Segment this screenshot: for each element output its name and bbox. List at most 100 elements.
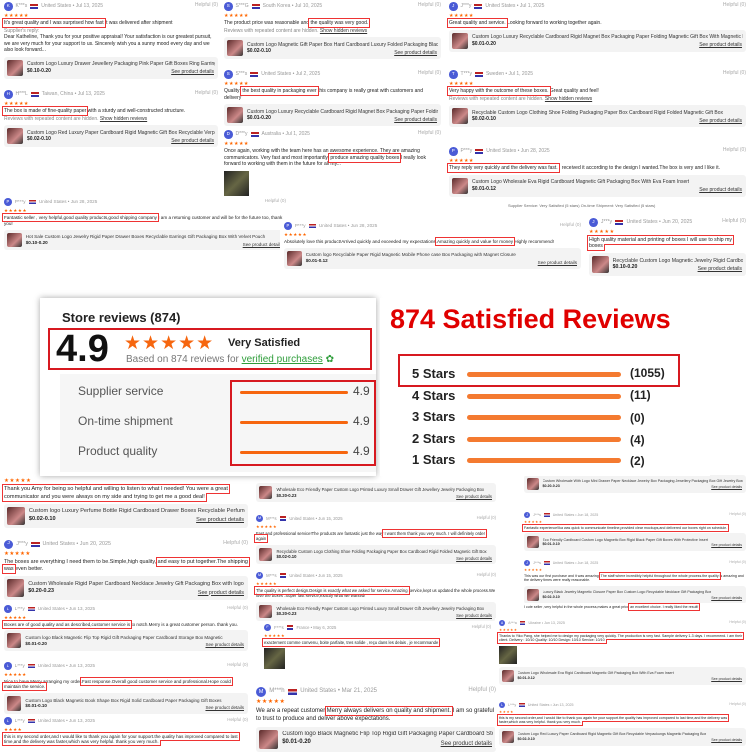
see-product-details-link[interactable]: See product details (711, 596, 742, 600)
see-product-details-link[interactable]: See product details (171, 137, 214, 144)
helpful-button[interactable]: Helpful (0) (264, 198, 286, 203)
helpful-button[interactable]: Helpful (0) (729, 512, 746, 516)
helpful-button[interactable]: Helpful (0) (471, 624, 491, 629)
helpful-button[interactable]: Helpful (0) (223, 540, 248, 546)
helpful-button[interactable]: Helpful (0) (729, 620, 746, 624)
country-flag-icon (615, 219, 624, 226)
helpful-button[interactable]: Helpful (0) (476, 515, 496, 520)
helpful-button[interactable]: Helpful (0) (722, 147, 746, 153)
product-link[interactable]: Custom Logo Luxury Recyclable Cardboard … (449, 29, 746, 52)
see-product-details-link[interactable]: See product details (699, 117, 742, 124)
see-product-details-link[interactable]: See product details (711, 738, 742, 742)
review-stars: ★★★★★ (4, 551, 31, 558)
avatar: M (256, 687, 267, 698)
product-link[interactable]: Wholesale Eco Friendly Paper Custom Logo… (256, 483, 496, 503)
helpful-button[interactable]: Helpful (0) (722, 70, 746, 76)
helpful-button[interactable]: Helpful (0) (722, 2, 746, 8)
see-product-details-link[interactable]: See product details (205, 704, 244, 710)
see-product-details-link[interactable]: See product details (697, 266, 742, 273)
verified-purchases-link[interactable]: verified purchases (241, 354, 323, 365)
country-flag-icon (308, 223, 316, 229)
product-link[interactable]: Custom Logo Wholesale Eva Rigid Cardboar… (499, 667, 746, 685)
review-photo[interactable] (499, 646, 517, 665)
review-photo[interactable] (264, 648, 285, 670)
product-title: Custom Wholesale With Logo Mini Drawer P… (542, 479, 743, 484)
see-product-details-link[interactable]: See product details (394, 116, 437, 123)
product-link[interactable]: Custom Logo Magnetic Gift Paper Box Hard… (224, 37, 441, 60)
see-product-details-link[interactable]: See product details (711, 484, 742, 489)
helpful-button[interactable]: Helpful (0) (468, 687, 496, 693)
review-text-highlight: Thank you Amy for being so helpful and w… (2, 484, 230, 502)
review-text-plain: Fast and professional service!The produc… (256, 530, 385, 536)
star-row-label: 4 Stars (412, 387, 456, 403)
product-thumbnail (7, 232, 22, 248)
helpful-button[interactable]: Helpful (0) (729, 702, 746, 706)
helpful-button[interactable]: Helpful (0) (559, 222, 581, 227)
see-product-details-link[interactable]: See product details (242, 241, 282, 247)
product-link[interactable]: Custom logo Black Magnetic Flip Top Rigi… (256, 726, 496, 752)
product-link[interactable]: Recyclable Custom Logo Clothing Shoe Fol… (256, 544, 496, 564)
review-stars: ★★★★★ (284, 231, 308, 237)
product-link[interactable]: Custom Logo Red Luxury Paper Cardboard R… (4, 125, 218, 148)
helpful-button[interactable]: Helpful (0) (194, 90, 218, 96)
reviewer-name: J***s (533, 512, 541, 517)
see-product-details-link[interactable]: See product details (456, 612, 492, 618)
see-product-details-link[interactable]: See product details (456, 555, 492, 561)
helpful-button[interactable]: Helpful (0) (417, 70, 441, 76)
product-link[interactable]: Recyclable Custom Logo Magnetic Jewelry … (589, 253, 746, 276)
show-hidden-reviews-link[interactable]: Show hidden reviews (544, 95, 593, 102)
product-link[interactable]: Custom Logo Wholesale Eva Rigid Cardboar… (449, 174, 746, 197)
helpful-button[interactable]: Helpful (0) (227, 662, 248, 667)
see-product-details-link[interactable]: See product details (456, 493, 492, 499)
review-stars: ★★★★★ (224, 80, 249, 87)
see-product-details-link[interactable]: See product details (699, 187, 742, 194)
see-product-details-link[interactable]: See product details (197, 589, 244, 596)
review-photo[interactable] (224, 170, 249, 196)
review-text: The boxes are everything I need them to … (2, 557, 250, 575)
product-link[interactable]: Custom logo Recyclable Paper Rigid Magne… (284, 247, 581, 269)
see-product-details-link[interactable]: See product details (205, 641, 244, 647)
see-product-details-link[interactable]: See product details (699, 42, 742, 49)
reviewer-name: J***y (600, 219, 613, 226)
see-product-details-link[interactable]: See product details (171, 69, 214, 76)
product-link[interactable]: Custom Logo Luxury Drawer Jewellery Pack… (4, 56, 218, 79)
show-hidden-reviews-link[interactable]: Show hidden reviews (319, 27, 368, 34)
product-link[interactable]: Eco Friendly Cardboard Custom Logo Magne… (524, 533, 746, 551)
see-product-details-link[interactable]: See product details (711, 543, 742, 548)
review-meta: United States • Jun 18, 2025 (552, 560, 599, 565)
see-product-details-link[interactable]: See product details (196, 517, 244, 524)
product-link[interactable]: Custom Logo Red Luxury Paper Cardboard R… (499, 728, 746, 746)
product-price: $0.01-0.20 (472, 40, 496, 47)
helpful-button[interactable]: Helpful (0) (227, 717, 248, 722)
see-product-details-link[interactable]: See product details (537, 259, 577, 265)
product-link[interactable]: Custom Wholesale Rigid Paper Cardboard N… (4, 576, 248, 600)
review-card: K K***s United States • Jul 13, 2025 Helpfu… (0, 0, 222, 81)
product-link[interactable]: Recyclable Custom Logo Clothing Shoe Fol… (449, 105, 746, 128)
see-product-details-link[interactable]: See product details (394, 49, 437, 56)
helpful-button[interactable]: Helpful (0) (194, 2, 218, 8)
helpful-button[interactable]: Helpful (0) (227, 605, 248, 610)
product-price: $0.01-0.12 (305, 258, 328, 264)
reviewer-name: L***y (14, 605, 25, 611)
product-link[interactable]: Hot Sale Custom Logo Jewelry Rigid Paper… (4, 229, 286, 251)
product-link[interactable]: Custom logo Luxury Perfume Bottle Rigid … (4, 503, 248, 528)
product-link[interactable]: Custom logo Black Magnetic Flip Top Rigi… (4, 630, 248, 651)
review-meta: South Korea • Jul 10, 2025 (262, 3, 323, 10)
product-link[interactable]: Custom Wholesale With Logo Mini Drawer P… (524, 475, 746, 493)
helpful-button[interactable]: Helpful (0) (476, 572, 496, 577)
avatar: M (256, 572, 264, 580)
helpful-button[interactable]: Helpful (0) (417, 130, 441, 136)
see-product-details-link[interactable]: See product details (440, 741, 492, 748)
product-link[interactable]: Wholesale Eco Friendly Paper Custom Logo… (256, 601, 496, 621)
show-hidden-reviews-link[interactable]: Show hidden reviews (99, 115, 148, 122)
product-link[interactable]: Luxury Black Jewelry Magnetic Closure Pa… (524, 586, 746, 604)
see-product-details-link[interactable]: See product details (711, 677, 742, 681)
review-header: J J***s United States • Jun 18, 2025 (524, 560, 746, 567)
helpful-button[interactable]: Helpful (0) (417, 2, 441, 8)
helpful-button[interactable]: Helpful (0) (722, 218, 746, 224)
review-card: M M***s United States • Jun 15, 2025 Helpfu… (252, 570, 500, 623)
product-thumbnail (7, 59, 23, 76)
product-link[interactable]: Custom Logo Luxury Recyclable Cardboard … (224, 104, 441, 127)
product-link[interactable]: Custom Logo Black Magnetic Book Shape Bo… (4, 693, 248, 714)
helpful-button[interactable]: Helpful (0) (729, 560, 746, 564)
